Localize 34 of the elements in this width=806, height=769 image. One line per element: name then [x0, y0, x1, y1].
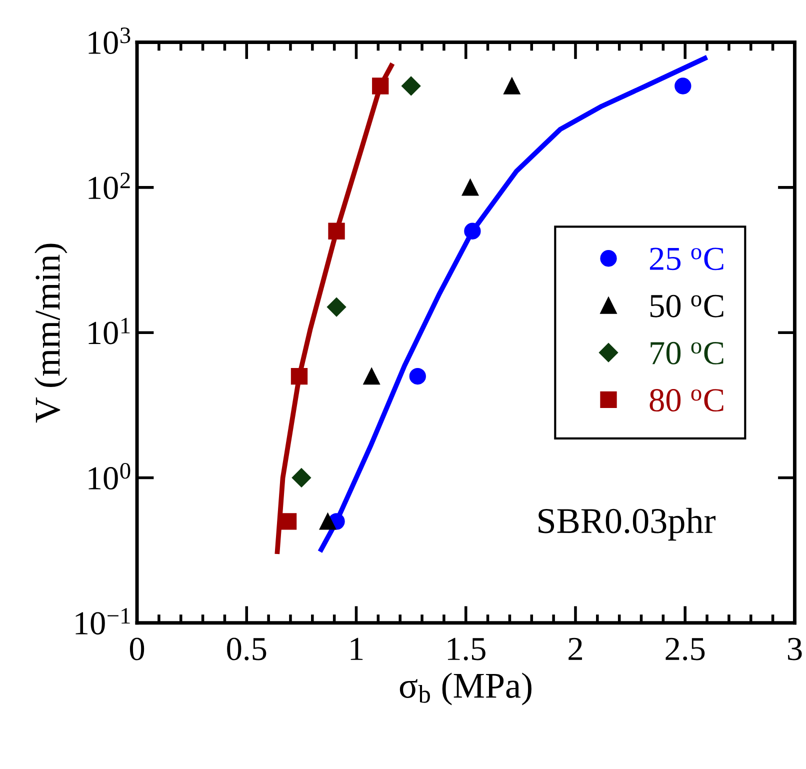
- point: [674, 78, 692, 94]
- point: [326, 298, 346, 317]
- annotation: SBR0.03phr: [538, 508, 716, 541]
- y-tick-label: 10$^{0}$: [88, 462, 130, 490]
- x-tick-label: 2: [568, 638, 582, 660]
- point: [462, 179, 479, 196]
- point: [504, 78, 520, 94]
- point: [328, 222, 345, 240]
- y-tick-label: 10$^{2}$: [88, 172, 130, 200]
- x-tick-label: 3: [788, 638, 802, 660]
- x-tick-label: 2.5: [666, 638, 705, 660]
- point: [464, 222, 481, 240]
- x-tick-label: 0.5: [227, 638, 266, 660]
- legend-label: 25 $^{o}$C: [650, 248, 724, 270]
- point: [292, 468, 311, 488]
- y-tick-label: 10$^{1}$: [88, 318, 130, 344]
- x-axis-title: σ$_{b}$ (MPa): [400, 672, 532, 706]
- legend-label: 50 $^{o}$C: [650, 294, 724, 318]
- legend-label: 70 $^{o}$C: [650, 342, 724, 364]
- y-tick-label: 10$^{−1}$: [76, 608, 130, 635]
- point: [280, 513, 297, 530]
- x-tick-label: 1: [350, 638, 363, 660]
- x-tick-label: 1.5: [448, 638, 486, 660]
- y-tick-label: 10$^{3}$: [88, 28, 130, 54]
- point: [290, 368, 308, 385]
- point: [319, 513, 336, 530]
- point: [363, 368, 380, 385]
- x-tick-label: 0: [130, 638, 144, 660]
- legend-label: 80 $^{o}$C: [650, 389, 724, 412]
- point: [409, 368, 426, 385]
- y-axis-title: V (mm/min): [34, 244, 68, 423]
- point: [402, 76, 421, 96]
- point: [372, 78, 389, 94]
- line-series: [274, 63, 394, 554]
